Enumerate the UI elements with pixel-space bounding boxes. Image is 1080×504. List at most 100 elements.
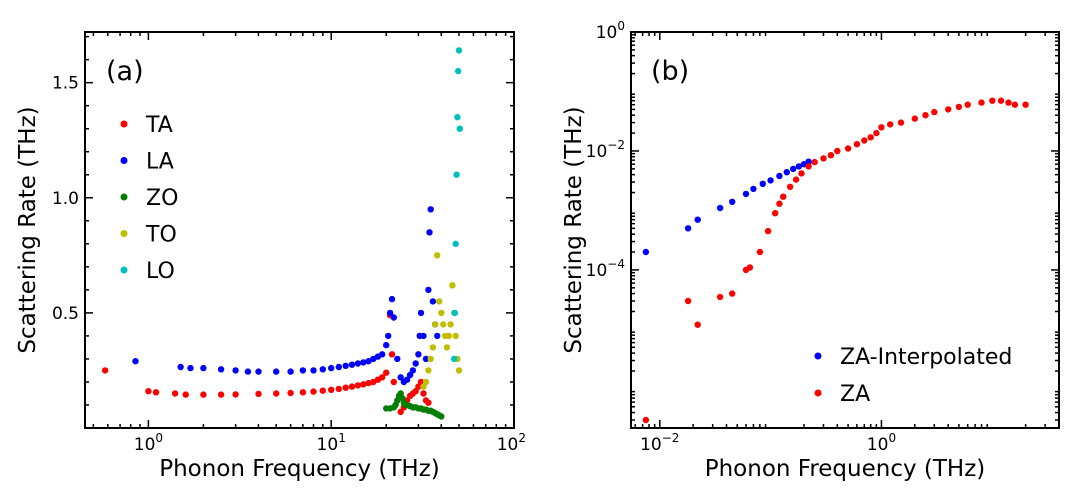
data-point	[684, 297, 692, 305]
series-ta	[101, 312, 432, 416]
data-point	[406, 371, 414, 379]
y-axis-label: Scattering Rate (THz)	[561, 106, 587, 353]
data-point	[729, 198, 736, 205]
data-point	[335, 385, 342, 393]
data-point	[386, 309, 394, 317]
data-point	[931, 108, 938, 116]
data-point	[449, 282, 456, 289]
data-point	[767, 177, 774, 184]
data-point	[388, 351, 396, 358]
data-point	[452, 332, 459, 340]
data-point	[177, 363, 184, 371]
data-point	[429, 298, 437, 305]
data-point	[335, 363, 342, 371]
data-point	[776, 172, 783, 180]
data-point	[445, 332, 452, 340]
legend-marker	[120, 230, 128, 237]
data-point	[397, 408, 404, 416]
data-point	[1022, 101, 1029, 108]
series-to	[420, 252, 463, 390]
data-point	[642, 248, 650, 256]
data-point	[694, 321, 701, 328]
data-point	[383, 341, 390, 349]
panel-label: (b)	[651, 56, 689, 87]
legend-label: ZA	[840, 382, 870, 407]
data-point	[786, 183, 794, 190]
data-point	[792, 176, 800, 183]
x-tick-label-exponent: 0	[155, 431, 163, 445]
data-point	[217, 391, 225, 398]
data-point	[978, 99, 985, 106]
x-tick-label-base: 10	[134, 435, 156, 455]
data-point	[145, 388, 152, 395]
data-point	[764, 227, 772, 235]
data-point	[820, 155, 827, 162]
data-point	[420, 390, 427, 397]
legend-label: TA	[145, 113, 173, 138]
y-tick-label: 100	[596, 19, 625, 43]
data-point	[878, 124, 885, 131]
legend-marker	[120, 120, 128, 128]
data-point	[390, 378, 397, 386]
data-point	[342, 384, 349, 391]
data-point	[348, 361, 356, 368]
plot-frame	[84, 31, 515, 429]
x-tick-label-exponent: 2	[518, 431, 526, 445]
data-point	[429, 344, 437, 351]
data-point	[729, 290, 736, 297]
data-point	[873, 129, 880, 137]
data-point	[783, 169, 790, 176]
plot-frame	[630, 31, 1060, 429]
data-point	[1005, 99, 1012, 106]
data-point	[354, 382, 362, 389]
data-point	[447, 321, 454, 328]
data-point	[390, 314, 397, 321]
x-tick-label-exponent: −2	[662, 431, 680, 445]
data-point	[989, 97, 996, 104]
data-point	[861, 137, 868, 144]
data-point	[422, 355, 430, 363]
data-point	[853, 141, 861, 148]
data-point	[955, 103, 963, 111]
data-point	[299, 389, 307, 396]
x-axis-label: Phonon Frequency (THz)	[159, 456, 440, 482]
data-point	[436, 298, 443, 305]
legend-marker	[814, 352, 822, 360]
data-point	[360, 359, 367, 366]
data-point	[750, 185, 757, 193]
data-point	[440, 321, 447, 328]
y-tick-label-base: 10	[596, 23, 618, 43]
data-point	[1011, 101, 1019, 108]
data-point	[455, 67, 462, 75]
data-point	[746, 264, 754, 271]
x-tick-label: 10−2	[640, 431, 679, 455]
data-point	[759, 180, 766, 187]
data-point	[417, 309, 425, 317]
data-point	[438, 413, 445, 420]
legend-label: LA	[146, 150, 174, 175]
legend-marker	[120, 193, 128, 201]
series-za	[642, 97, 1029, 424]
data-point	[379, 351, 386, 358]
data-point	[997, 97, 1005, 104]
data-point	[319, 366, 326, 373]
data-point	[383, 369, 390, 376]
y-tick-label: 1.0	[52, 189, 79, 209]
legend-marker	[814, 389, 822, 397]
x-tick-label: 100	[867, 431, 896, 455]
data-point	[101, 367, 109, 374]
data-point	[342, 362, 349, 369]
data-point	[434, 252, 441, 259]
data-point	[443, 344, 451, 351]
data-point	[403, 376, 411, 383]
data-point	[897, 119, 905, 126]
data-point	[811, 158, 818, 166]
panel-label: (a)	[106, 56, 144, 87]
data-point	[273, 368, 280, 375]
data-point	[805, 163, 812, 170]
series-lo	[450, 47, 463, 363]
data-point	[716, 204, 724, 212]
data-point	[426, 229, 433, 236]
